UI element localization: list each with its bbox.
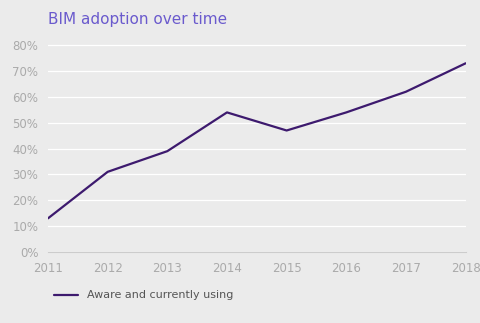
Aware and currently using — [165, 149, 170, 153]
Aware and currently using — [343, 110, 349, 114]
Legend: Aware and currently using: Aware and currently using — [54, 290, 233, 300]
Aware and currently using — [463, 61, 468, 65]
Aware and currently using — [105, 170, 110, 174]
Aware and currently using — [224, 110, 230, 114]
Text: BIM adoption over time: BIM adoption over time — [48, 12, 227, 27]
Aware and currently using — [284, 129, 289, 132]
Aware and currently using — [403, 90, 409, 94]
Aware and currently using — [45, 216, 51, 220]
Line: Aware and currently using: Aware and currently using — [48, 63, 466, 218]
